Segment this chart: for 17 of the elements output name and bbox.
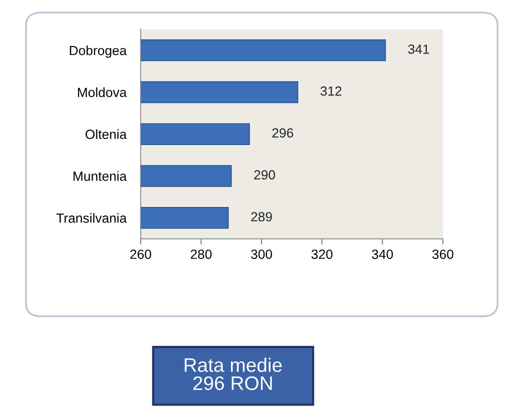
y-tick-label: Muntenia bbox=[74, 171, 127, 181]
x-tick-label: 320 bbox=[311, 250, 332, 259]
x-tick-label: 280 bbox=[190, 250, 212, 259]
data-label: 296 bbox=[272, 128, 294, 138]
data-label: 290 bbox=[254, 170, 276, 180]
data-label: 312 bbox=[320, 86, 342, 96]
x-tick-label: 260 bbox=[130, 250, 152, 259]
y-tick-label: Dobrogea bbox=[70, 46, 127, 58]
x-tick-label: 340 bbox=[372, 250, 393, 259]
x-tick-label: 300 bbox=[251, 250, 272, 259]
x-tick-label: 360 bbox=[432, 250, 454, 259]
y-tick-label: Transilvania bbox=[56, 213, 127, 223]
data-label: 341 bbox=[408, 44, 430, 54]
y-tick-label: Oltenia bbox=[86, 129, 127, 139]
text: Rata medie 296 RON bbox=[184, 358, 282, 390]
data-label: 289 bbox=[251, 212, 272, 222]
y-tick-label: Moldova bbox=[78, 87, 127, 98]
